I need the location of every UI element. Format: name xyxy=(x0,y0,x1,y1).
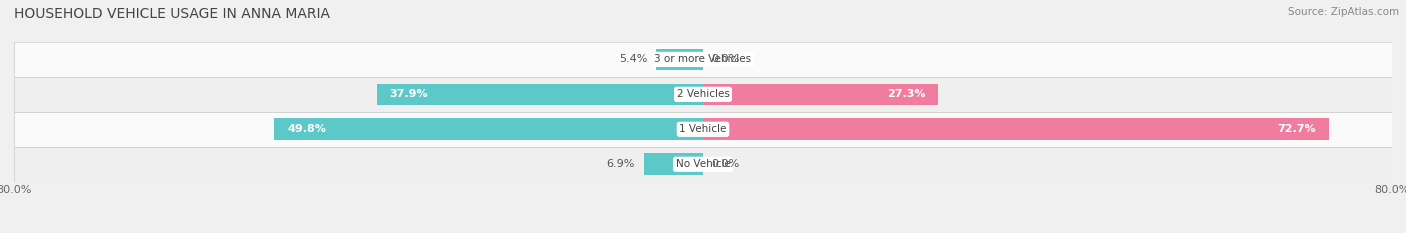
Text: 6.9%: 6.9% xyxy=(606,159,636,169)
Text: 1 Vehicle: 1 Vehicle xyxy=(679,124,727,134)
Text: 49.8%: 49.8% xyxy=(287,124,326,134)
Text: No Vehicle: No Vehicle xyxy=(675,159,731,169)
Text: Source: ZipAtlas.com: Source: ZipAtlas.com xyxy=(1288,7,1399,17)
Text: 3 or more Vehicles: 3 or more Vehicles xyxy=(654,55,752,64)
Text: 5.4%: 5.4% xyxy=(620,55,648,64)
Text: 0.0%: 0.0% xyxy=(711,55,740,64)
Text: 37.9%: 37.9% xyxy=(389,89,429,99)
Bar xyxy=(377,83,703,105)
Bar xyxy=(14,42,1392,77)
Bar xyxy=(703,118,1329,140)
Bar xyxy=(644,153,703,175)
Bar xyxy=(703,83,938,105)
Bar xyxy=(657,49,703,70)
Text: HOUSEHOLD VEHICLE USAGE IN ANNA MARIA: HOUSEHOLD VEHICLE USAGE IN ANNA MARIA xyxy=(14,7,330,21)
Bar xyxy=(14,112,1392,147)
Text: 0.0%: 0.0% xyxy=(711,159,740,169)
Bar xyxy=(14,77,1392,112)
Bar xyxy=(274,118,703,140)
Bar xyxy=(14,147,1392,182)
Text: 2 Vehicles: 2 Vehicles xyxy=(676,89,730,99)
Legend: Owner-occupied, Renter-occupied: Owner-occupied, Renter-occupied xyxy=(588,230,818,233)
Text: 27.3%: 27.3% xyxy=(887,89,925,99)
Text: 72.7%: 72.7% xyxy=(1278,124,1316,134)
